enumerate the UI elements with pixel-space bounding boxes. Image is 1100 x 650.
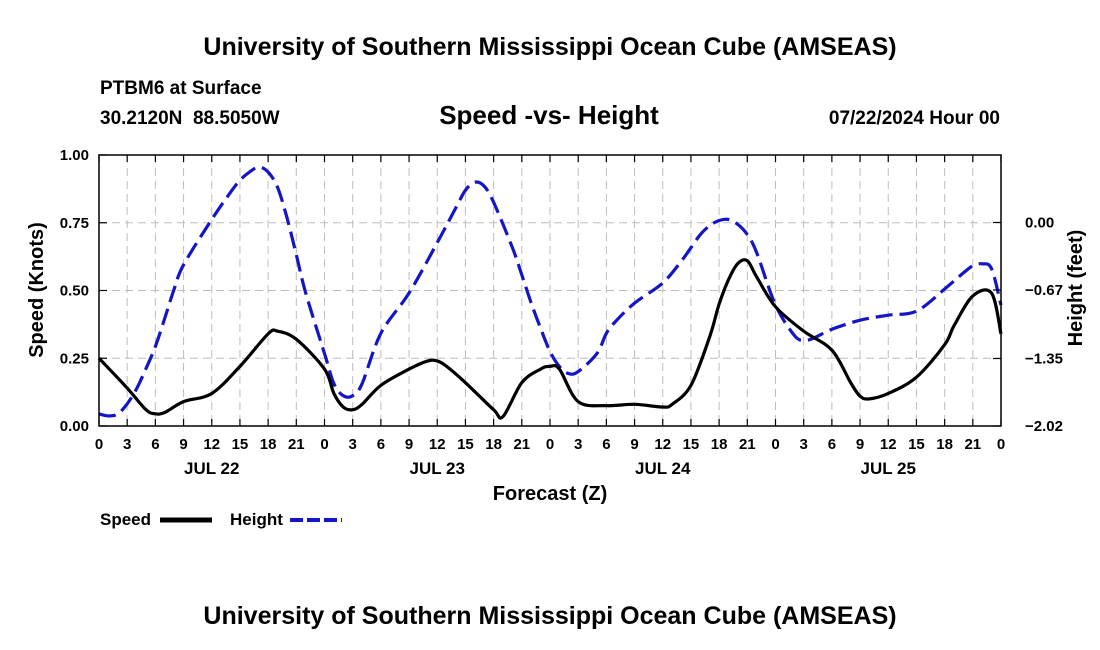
x-tick-label: 6 (377, 436, 385, 453)
date-label: 07/22/2024 Hour 00 (829, 108, 1000, 129)
x-tick-label: 18 (260, 436, 277, 453)
y-right-tick-label: −1.35 (1025, 351, 1063, 368)
legend-height-label: Height (230, 510, 283, 529)
x-tick-label: 3 (349, 436, 357, 453)
x-tick-label: 0 (95, 436, 103, 453)
x-tick-label: 18 (711, 436, 728, 453)
y-right-tick-label: 0.00 (1025, 214, 1054, 231)
y-right-tick-label: −0.67 (1025, 282, 1063, 299)
y-tick-label: 0.00 (60, 418, 89, 435)
x-axis-title: Forecast (Z) (493, 483, 607, 505)
station-label: PTBM6 at Surface (100, 78, 262, 99)
x-tick-label: 9 (630, 436, 638, 453)
x-tick-label: 15 (457, 436, 474, 453)
y-right-axis-title: Height (feet) (1065, 230, 1087, 347)
x-tick-label: 0 (997, 436, 1005, 453)
y-tick-label: 1.00 (60, 147, 89, 164)
x-tick-label: 3 (123, 436, 131, 453)
x-tick-label: 21 (513, 436, 530, 453)
footer-title: University of Southern Mississippi Ocean… (203, 602, 896, 630)
x-tick-label: 21 (288, 436, 305, 453)
x-tick-label: 12 (654, 436, 671, 453)
y-tick-label: 0.25 (60, 350, 89, 367)
axes: 0 3 6 9 12 15 18 21 0 3 6 9 12 15 18 21 0 3 6 9 12 15 18 21 0 3 6 9… (60, 147, 1063, 478)
x-tick-label: 15 (232, 436, 249, 453)
day-label: JUL 24 (635, 459, 691, 478)
legend-speed-label: Speed (100, 510, 151, 529)
chart-title: Speed -vs- Height (439, 100, 659, 130)
x-tick-label: 15 (683, 436, 700, 453)
x-tick-label: 6 (828, 436, 836, 453)
y-right-tick-label: −2.02 (1025, 418, 1063, 435)
y-tick-label: 0.50 (60, 283, 89, 300)
x-tick-label: 21 (964, 436, 981, 453)
series-line-height (98, 165, 1003, 418)
x-tick-label: 3 (574, 436, 582, 453)
x-tick-label: 0 (771, 436, 779, 453)
x-tick-label: 12 (203, 436, 220, 453)
x-tick-label: 0 (546, 436, 554, 453)
series-line-speed (97, 258, 1003, 420)
y-tick-label: 0.75 (60, 215, 89, 232)
x-tick-label: 18 (485, 436, 502, 453)
x-tick-label: 9 (405, 436, 413, 453)
x-tick-label: 6 (151, 436, 159, 453)
x-tick-label: 3 (800, 436, 808, 453)
day-label: JUL 25 (861, 459, 916, 478)
y-axis-title: Speed (Knots) (26, 222, 48, 358)
day-label: JUL 22 (184, 459, 239, 478)
x-tick-label: 15 (908, 436, 925, 453)
x-tick-label: 0 (320, 436, 328, 453)
x-tick-label: 12 (429, 436, 446, 453)
x-tick-label: 18 (936, 436, 953, 453)
x-tick-label: 12 (880, 436, 897, 453)
day-label: JUL 23 (410, 459, 465, 478)
x-tick-label: 9 (856, 436, 864, 453)
grid (99, 155, 1001, 426)
x-tick-label: 9 (179, 436, 187, 453)
x-tick-label: 6 (602, 436, 610, 453)
plot-series (97, 165, 1003, 420)
x-tick-label: 21 (739, 436, 756, 453)
page-title: University of Southern Mississippi Ocean… (203, 33, 896, 61)
coords-label: 30.2120N 88.5050W (100, 108, 280, 129)
